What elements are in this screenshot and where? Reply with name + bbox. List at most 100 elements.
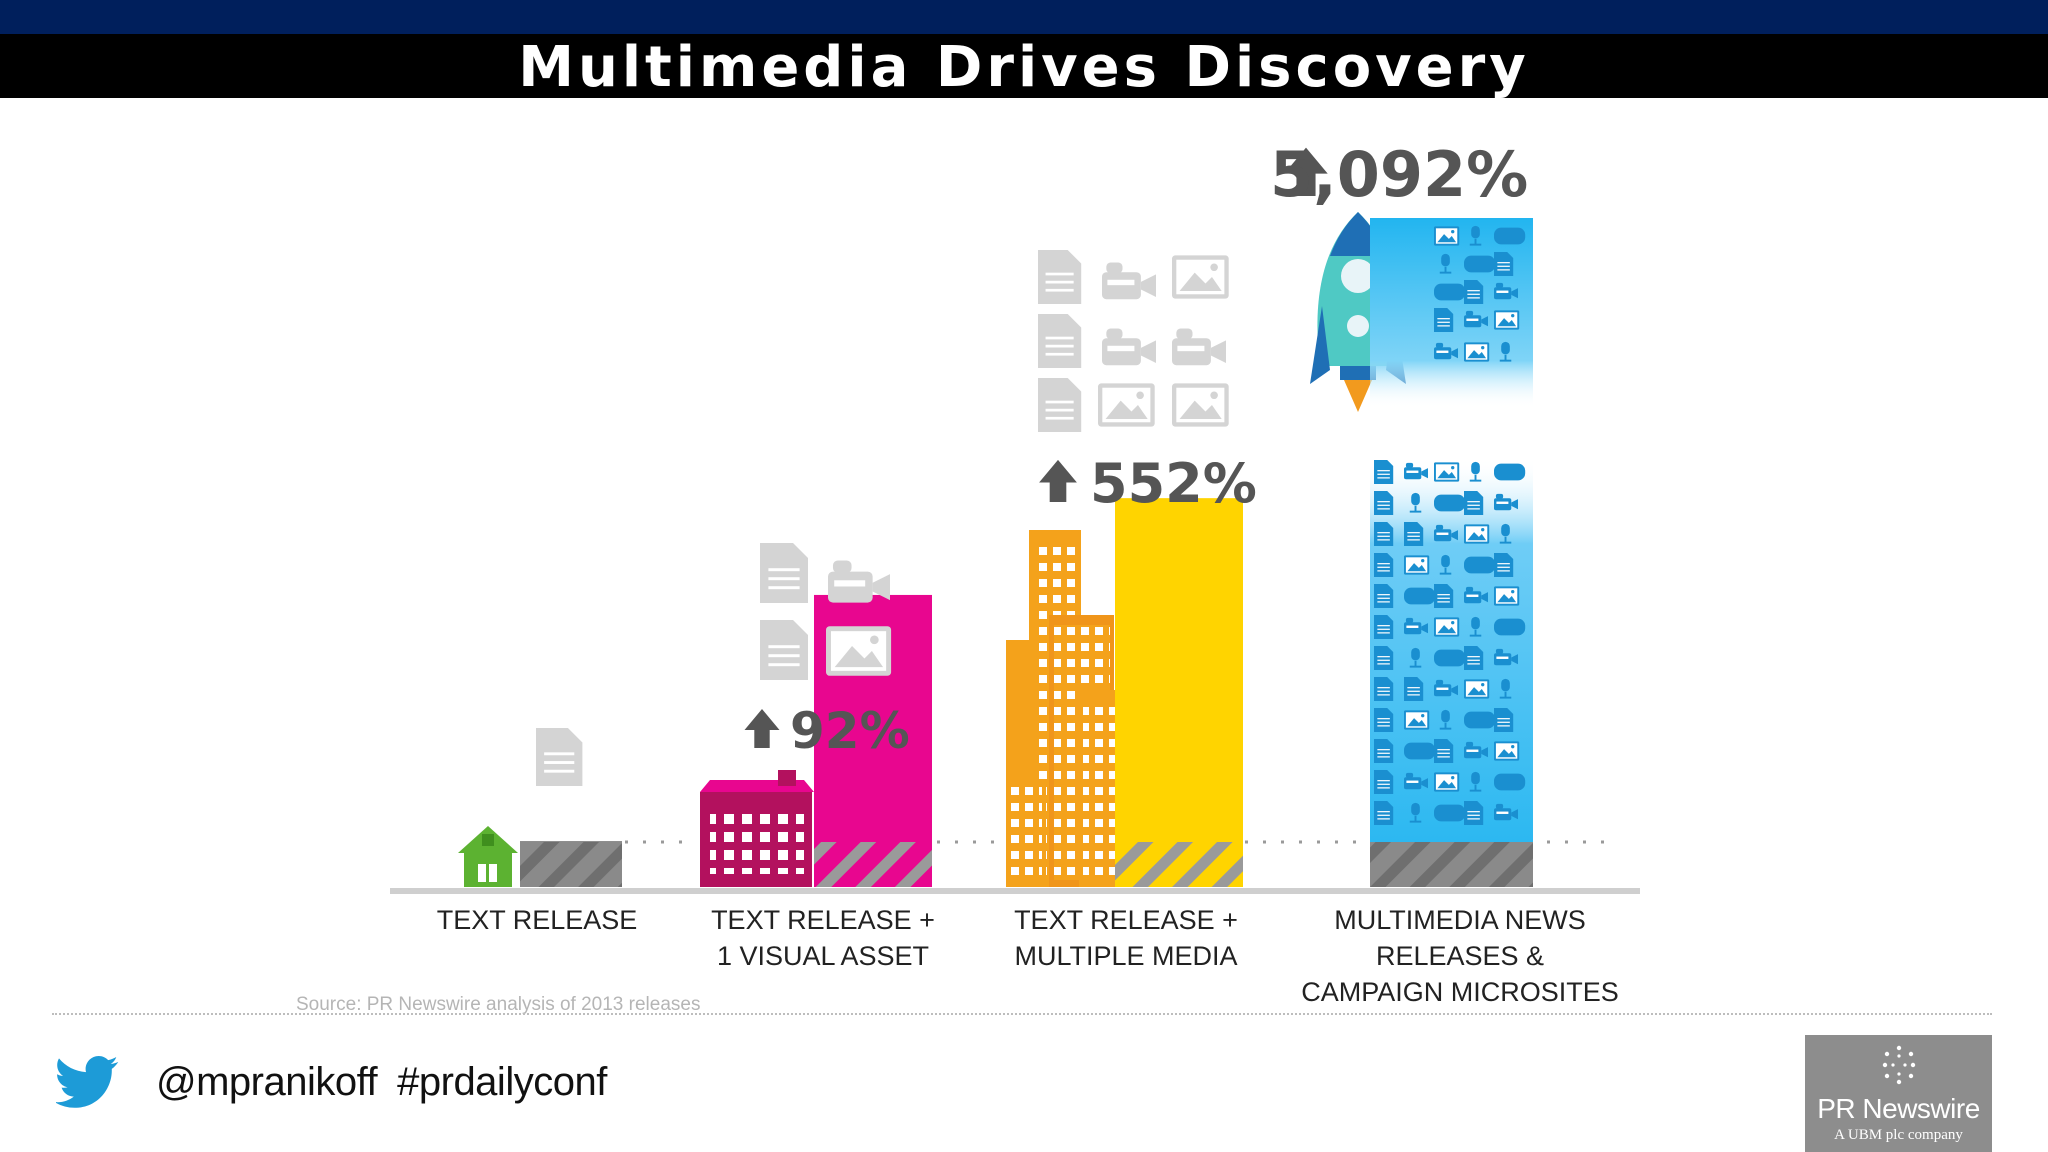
- microphone-icon: [1469, 771, 1482, 792]
- pdf-icon: [1494, 773, 1526, 791]
- pdf-icon: [1464, 556, 1496, 574]
- category-label: TEXT RELEASE: [436, 905, 638, 935]
- up-arrow-icon: [1039, 459, 1077, 502]
- bar-base-hatch: [1115, 842, 1243, 887]
- document-icon: [1374, 460, 1394, 484]
- document-icon: [1404, 677, 1424, 701]
- video-camera-icon: [1494, 282, 1518, 300]
- document-icon: [1494, 708, 1514, 732]
- image-icon: [1098, 383, 1155, 427]
- footer-divider: [52, 1013, 1992, 1015]
- bar-body: [1370, 458, 1533, 887]
- image-icon: [1494, 310, 1520, 330]
- top-accent-bar: [0, 0, 2048, 34]
- microphone-icon: [1469, 461, 1482, 482]
- image-icon: [1464, 524, 1490, 544]
- document-icon: [1374, 739, 1394, 763]
- twitter-handle[interactable]: @mpranikoff: [156, 1059, 378, 1104]
- image-icon: [1464, 342, 1490, 362]
- microphone-icon: [1499, 341, 1512, 362]
- pdf-icon: [1404, 742, 1436, 760]
- hashtag[interactable]: #prdailyconf: [397, 1059, 607, 1104]
- document-icon: [760, 620, 808, 680]
- document-icon: [1464, 646, 1484, 670]
- pdf-icon: [1434, 649, 1466, 667]
- microphone-icon: [1499, 523, 1512, 544]
- bar-base-hatch: [1370, 842, 1533, 887]
- bar-chart: 92% 552% 5,092%: [390, 138, 1640, 894]
- pdf-icon: [1434, 804, 1466, 822]
- image-icon: [1404, 710, 1430, 730]
- video-camera-icon: [1434, 524, 1458, 542]
- document-icon: [1374, 770, 1394, 794]
- microphone-icon: [1469, 225, 1482, 246]
- apartment-building-icon: [700, 770, 814, 887]
- logo-name: PR Newswire: [1817, 1093, 1980, 1124]
- microphone-icon: [1439, 709, 1452, 730]
- house-icon: [458, 826, 518, 887]
- document-icon: [1374, 584, 1394, 608]
- logo-subtitle: A UBM plc company: [1834, 1127, 1963, 1143]
- data-label: 5,092%: [1270, 138, 1528, 211]
- twitter-bird-icon: [56, 1056, 119, 1108]
- pdf-icon: [1464, 711, 1496, 729]
- document-icon: [1494, 553, 1514, 577]
- document-icon: [536, 728, 583, 786]
- video-camera-icon: [1434, 679, 1458, 697]
- document-icon: [1494, 252, 1514, 276]
- microphone-icon: [1439, 554, 1452, 575]
- source-note: Source: PR Newswire analysis of 2013 rel…: [296, 994, 701, 1015]
- video-camera-icon: [1404, 462, 1428, 480]
- document-icon: [1038, 378, 1082, 432]
- document-icon: [1374, 708, 1394, 732]
- pdf-icon: [1404, 587, 1436, 605]
- slide-title: Multimedia Drives Discovery: [518, 35, 1530, 100]
- microphone-icon: [1409, 492, 1422, 513]
- document-icon: [1374, 491, 1394, 515]
- document-icon: [1038, 250, 1082, 304]
- document-icon: [1038, 314, 1082, 368]
- microphone-icon: [1409, 802, 1422, 823]
- bar-base-hatch: [814, 842, 932, 887]
- video-camera-icon: [1494, 803, 1518, 821]
- pdf-icon: [1434, 283, 1466, 301]
- document-icon: [1374, 646, 1394, 670]
- video-camera-icon: [1464, 741, 1488, 759]
- up-arrow-icon: [744, 709, 780, 748]
- image-icon: [1434, 617, 1460, 637]
- document-icon: [1374, 677, 1394, 701]
- document-icon: [1464, 491, 1484, 515]
- video-camera-icon: [1404, 617, 1428, 635]
- video-camera-icon: [1172, 328, 1226, 366]
- category-label: TEXT RELEASE + MULTIPLE MEDIA: [1014, 905, 1238, 971]
- video-camera-icon: [1494, 648, 1518, 666]
- pdf-icon: [1464, 255, 1496, 273]
- document-icon: [1374, 801, 1394, 825]
- microphone-icon: [1469, 616, 1482, 637]
- document-icon: [1434, 739, 1454, 763]
- microphone-icon: [1439, 253, 1452, 274]
- document-icon: [760, 543, 808, 603]
- pdf-icon: [1434, 494, 1466, 512]
- document-icon: [1434, 308, 1454, 332]
- video-camera-icon: [1464, 586, 1488, 604]
- video-camera-icon: [1404, 772, 1428, 790]
- document-icon: [1464, 801, 1484, 825]
- image-icon: [1494, 741, 1520, 761]
- video-camera-icon: [1102, 328, 1156, 366]
- pdf-icon: [1494, 463, 1526, 481]
- video-camera-icon: [1102, 262, 1156, 300]
- bar-body: [1115, 498, 1243, 887]
- video-camera-icon: [1464, 310, 1488, 328]
- document-icon: [1374, 553, 1394, 577]
- image-icon: [1434, 772, 1460, 792]
- video-camera-icon: [1494, 493, 1518, 511]
- pdf-icon: [1494, 618, 1526, 636]
- image-icon: [1172, 255, 1229, 299]
- image-icon: [1434, 226, 1460, 246]
- document-icon: [1464, 280, 1484, 304]
- up-arrow-icon: [1284, 147, 1328, 196]
- image-icon: [1434, 462, 1460, 482]
- category-label: TEXT RELEASE + 1 VISUAL ASSET: [711, 905, 935, 971]
- bar-3: [1115, 498, 1243, 887]
